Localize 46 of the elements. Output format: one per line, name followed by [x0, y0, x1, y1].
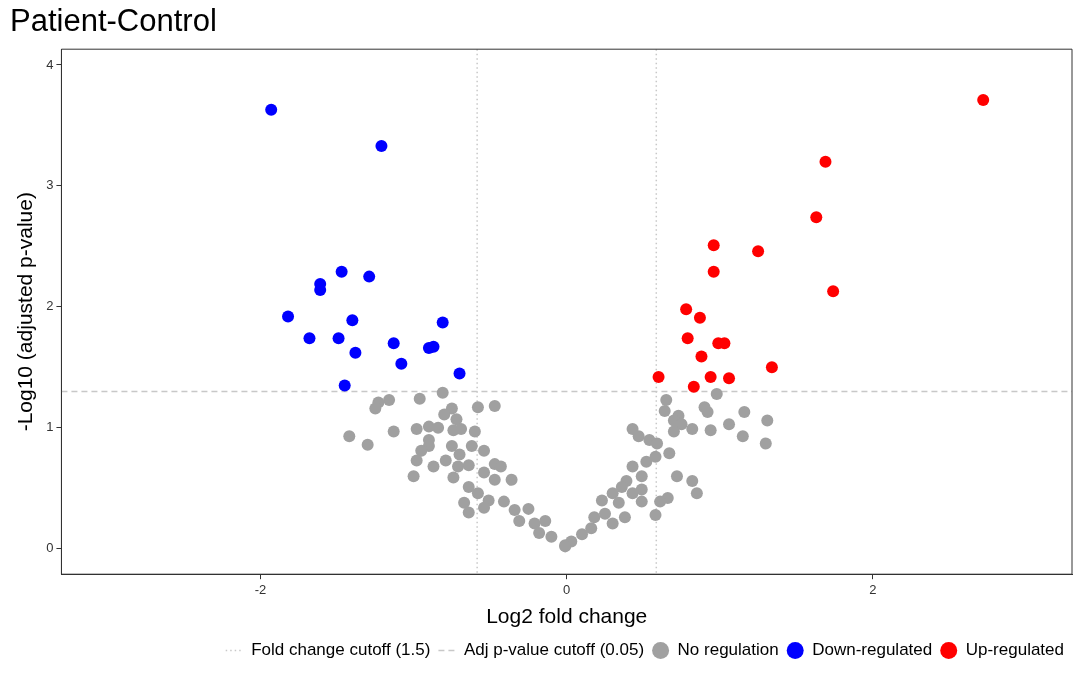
point — [346, 314, 359, 327]
point — [723, 372, 736, 385]
point — [349, 346, 362, 359]
point — [810, 211, 823, 224]
point — [707, 239, 720, 252]
point — [695, 350, 708, 363]
y-tick-label: 3 — [46, 177, 54, 193]
point — [375, 139, 388, 152]
point — [704, 371, 717, 384]
point — [707, 265, 720, 278]
legend-label: Up-regulated — [965, 640, 1064, 660]
point — [363, 270, 376, 283]
point — [687, 380, 700, 393]
x-tick-label: -2 — [254, 581, 267, 597]
point — [436, 316, 449, 329]
point — [453, 367, 466, 380]
y-tick-label: 2 — [46, 298, 54, 314]
point — [977, 94, 990, 107]
point — [335, 265, 348, 278]
point — [752, 245, 765, 258]
chart-title: Patient-Control — [10, 3, 217, 39]
x-tick-label: 2 — [869, 581, 877, 597]
point — [765, 361, 778, 374]
legend-label: No regulation — [677, 640, 779, 660]
point — [819, 155, 832, 168]
point — [338, 379, 351, 392]
point — [387, 337, 400, 350]
x-tick-label: 0 — [563, 581, 571, 597]
point — [680, 303, 693, 316]
y-tick-label: 0 — [46, 540, 54, 556]
point — [827, 285, 840, 298]
y-axis-title: -Log10 (adjusted p-value) — [13, 192, 37, 432]
point — [693, 311, 706, 324]
x-axis-title: Log2 fold change — [486, 604, 648, 628]
legend-label: Down-regulated — [812, 640, 933, 660]
legend-label: Fold change cutoff (1.5) — [251, 640, 431, 660]
y-tick-label: 4 — [46, 56, 54, 72]
legend-label: Adj p-value cutoff (0.05) — [463, 640, 645, 660]
y-tick-label: 1 — [46, 419, 54, 435]
point — [395, 357, 408, 370]
point — [681, 332, 694, 345]
point — [282, 310, 295, 323]
point — [332, 332, 345, 345]
point — [652, 371, 665, 384]
point — [303, 332, 316, 345]
point — [265, 103, 278, 116]
